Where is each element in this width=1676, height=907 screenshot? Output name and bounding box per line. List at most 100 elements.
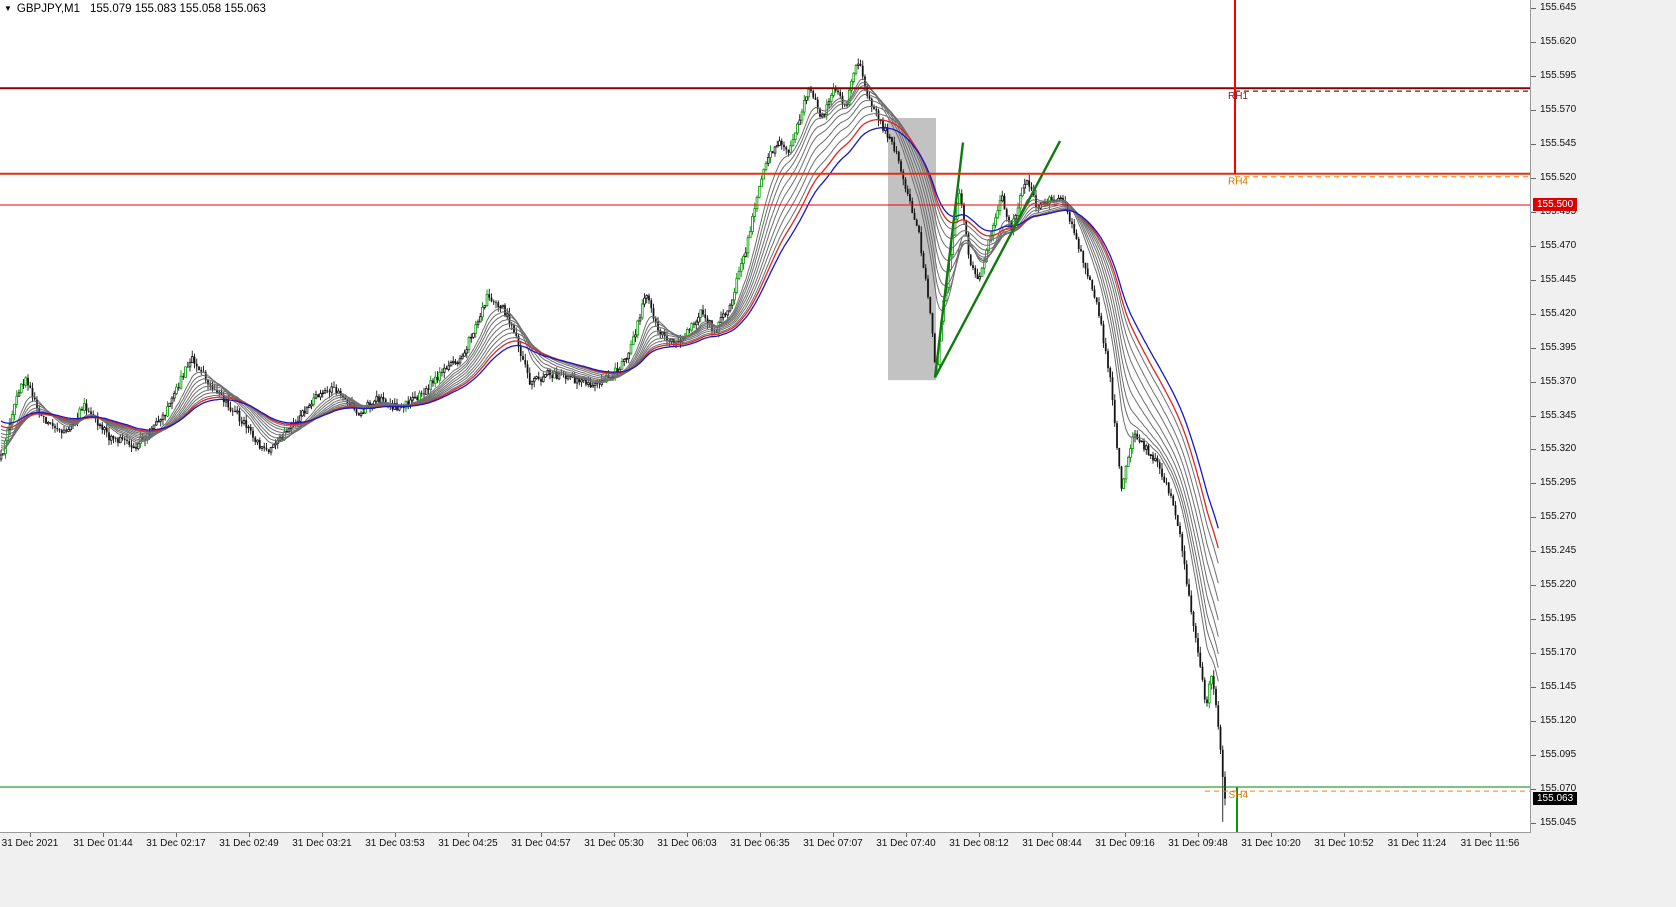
price-axis-label: 155.120 — [1540, 715, 1577, 726]
price-axis-label: 155.270 — [1540, 511, 1577, 522]
price-axis-tick — [1531, 212, 1536, 213]
svg-text:SH4: SH4 — [1229, 790, 1249, 801]
price-axis-tick — [1531, 721, 1536, 722]
price-axis-tick — [1531, 42, 1536, 43]
price-axis-label: 155.420 — [1540, 308, 1577, 319]
chart-title: ▼ GBPJPY,M1 155.079 155.083 155.058 155.06… — [4, 3, 266, 15]
price-axis-label: 155.445 — [1540, 274, 1577, 285]
time-axis-tick — [322, 833, 323, 837]
price-axis-label: 155.195 — [1540, 613, 1577, 624]
time-axis-tick — [833, 833, 834, 837]
vertical-lines[interactable] — [1234, 0, 1238, 832]
time-axis-label: 31 Dec 03:21 — [292, 838, 352, 849]
price-axis[interactable]: 155.645 155.620 155.595 155.570 155.545 155.5… — [1531, 0, 1676, 833]
time-axis-label: 31 Dec 08:12 — [949, 838, 1009, 849]
price-axis-tick — [1531, 246, 1536, 247]
chart-dropdown-icon[interactable]: ▼ — [4, 4, 12, 13]
time-axis-label: 31 Dec 02:49 — [219, 838, 279, 849]
time-axis-label: 31 Dec 10:20 — [1241, 838, 1301, 849]
price-axis-tick — [1531, 823, 1536, 824]
svg-text:RH4: RH4 — [1228, 177, 1248, 188]
price-axis-label: 155.595 — [1540, 70, 1577, 81]
price-axis-tick — [1531, 144, 1536, 145]
price-axis-label: 155.520 — [1540, 172, 1577, 183]
time-axis-label: 31 Dec 03:53 — [365, 838, 425, 849]
price-axis-label: 155.295 — [1540, 477, 1577, 488]
time-axis-tick — [1271, 833, 1272, 837]
price-axis-tick — [1531, 619, 1536, 620]
price-axis-label: 155.145 — [1540, 681, 1577, 692]
price-axis-label: 155.320 — [1540, 443, 1577, 454]
price-axis-label: 155.045 — [1540, 817, 1577, 828]
chart-plot-area[interactable]: RH1 RH4 SH4 ▼ GBPJPY,M1 155.079 155.083 155.… — [0, 0, 1531, 833]
price-axis-tick — [1531, 110, 1536, 111]
level-labels: RH1 RH4 SH4 — [1228, 91, 1248, 801]
time-axis-tick — [1125, 833, 1126, 837]
price-axis-tick — [1531, 416, 1536, 417]
price-axis-tick — [1531, 585, 1536, 586]
time-axis-label: 31 Dec 08:44 — [1022, 838, 1082, 849]
time-axis-tick — [906, 833, 907, 837]
time-axis-tick — [1490, 833, 1491, 837]
time-axis-tick — [687, 833, 688, 837]
time-axis-tick — [249, 833, 250, 837]
price-axis-label: 155.345 — [1540, 410, 1577, 421]
time-axis-label: 31 Dec 01:44 — [73, 838, 133, 849]
time-axis-label: 31 Dec 09:48 — [1168, 838, 1228, 849]
time-axis-tick — [176, 833, 177, 837]
price-axis-tick — [1531, 551, 1536, 552]
price-axis-label: 155.495 — [1540, 206, 1577, 217]
price-axis-label: 155.395 — [1540, 342, 1577, 353]
price-axis-tick — [1531, 348, 1536, 349]
time-axis-label: 31 Dec 02:17 — [146, 838, 206, 849]
time-axis-tick — [1052, 833, 1053, 837]
level-lines[interactable] — [0, 87, 1530, 792]
price-axis-label: 155.370 — [1540, 376, 1577, 387]
price-axis-tick — [1531, 517, 1536, 518]
chart-ohlc-values: 155.079 155.083 155.058 155.063 — [90, 3, 266, 15]
time-axis-label: 31 Dec 07:07 — [803, 838, 863, 849]
price-axis-tick — [1531, 789, 1536, 790]
time-axis-label: 31 Dec 09:16 — [1095, 838, 1155, 849]
price-axis-tick — [1531, 653, 1536, 654]
time-axis-label: 31 Dec 11:24 — [1387, 838, 1447, 849]
time-axis-label: 31 Dec 2021 — [1, 838, 59, 849]
price-axis-label: 155.070 — [1540, 783, 1577, 794]
time-axis-tick — [103, 833, 104, 837]
time-axis-label: 31 Dec 06:03 — [657, 838, 717, 849]
time-axis-label: 31 Dec 11:56 — [1460, 838, 1520, 849]
price-axis-tick — [1531, 687, 1536, 688]
time-axis[interactable]: 31 Dec 2021 31 Dec 01:44 31 Dec 02:17 31 De… — [0, 833, 1676, 907]
time-axis-tick — [1198, 833, 1199, 837]
trendlines[interactable] — [933, 140, 1062, 379]
time-axis-tick — [1417, 833, 1418, 837]
price-axis-label: 155.620 — [1540, 36, 1577, 47]
time-axis-label: 31 Dec 06:35 — [730, 838, 790, 849]
price-axis-tick — [1531, 382, 1536, 383]
price-axis-label: 155.470 — [1540, 240, 1577, 251]
price-axis-tick — [1531, 314, 1536, 315]
time-axis-label: 31 Dec 05:30 — [584, 838, 644, 849]
price-axis-tick — [1531, 449, 1536, 450]
price-axis-tick — [1531, 178, 1536, 179]
time-axis-tick — [1344, 833, 1345, 837]
svg-text:RH1: RH1 — [1228, 91, 1248, 102]
time-axis-label: 31 Dec 10:52 — [1314, 838, 1374, 849]
price-axis-label: 155.545 — [1540, 138, 1577, 149]
price-axis-tick — [1531, 280, 1536, 281]
level-price-tag: 155.500 — [1533, 198, 1578, 211]
time-axis-tick — [468, 833, 469, 837]
price-axis-tick — [1531, 483, 1536, 484]
time-axis-tick — [395, 833, 396, 837]
time-axis-tick — [979, 833, 980, 837]
price-axis-label: 155.645 — [1540, 2, 1577, 13]
time-axis-tick — [614, 833, 615, 837]
chart-symbol-timeframe: GBPJPY,M1 — [16, 3, 80, 15]
time-axis-tick — [30, 833, 31, 837]
time-axis-tick — [541, 833, 542, 837]
price-axis-tick — [1531, 755, 1536, 756]
time-axis-label: 31 Dec 04:25 — [438, 838, 498, 849]
price-chart-canvas[interactable]: RH1 RH4 SH4 — [0, 0, 1530, 832]
time-axis-label: 31 Dec 04:57 — [511, 838, 571, 849]
